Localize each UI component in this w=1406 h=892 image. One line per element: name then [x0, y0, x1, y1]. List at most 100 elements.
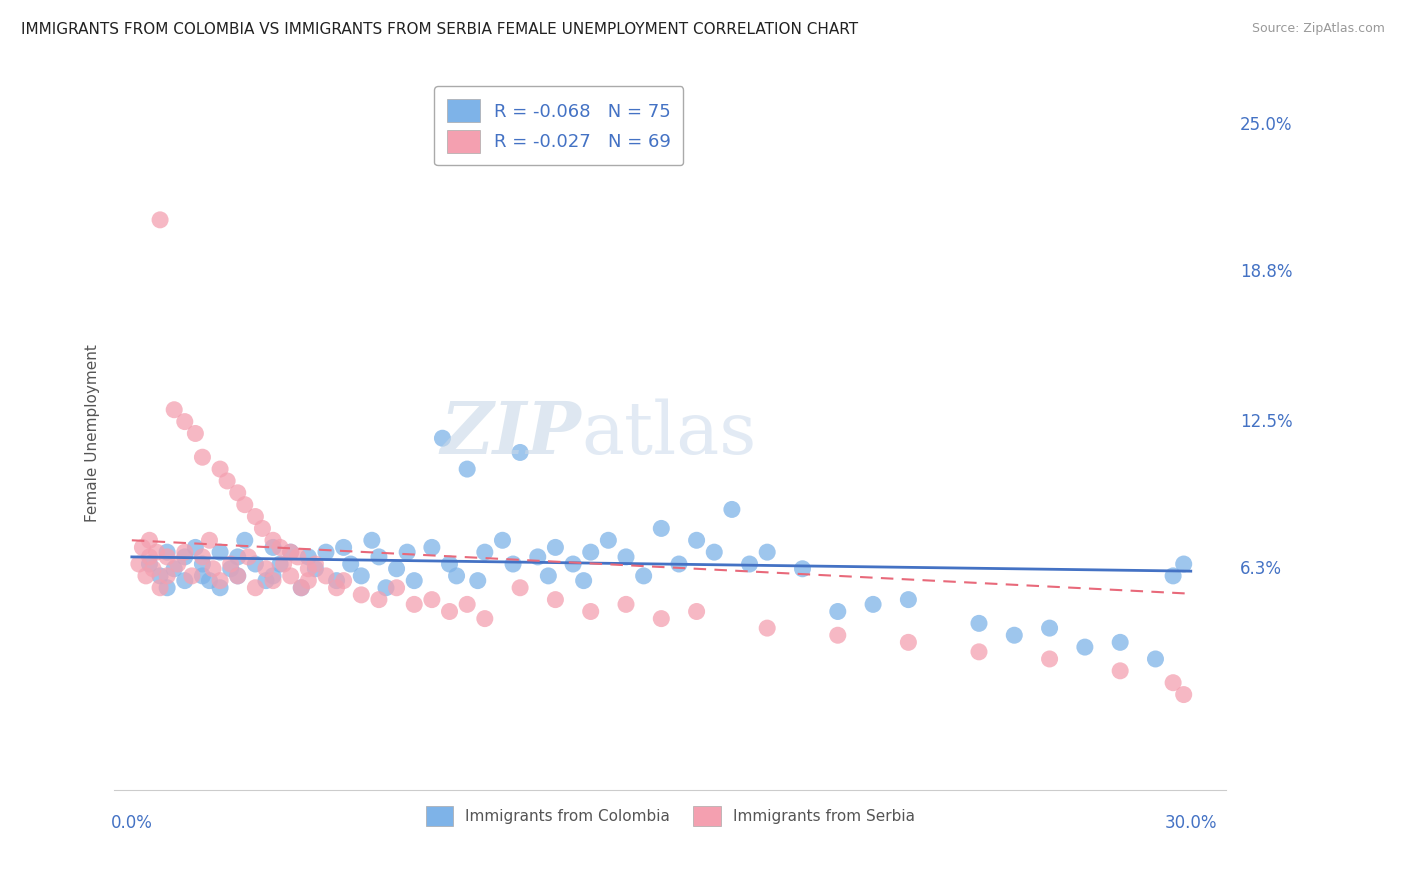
- Point: [375, 581, 398, 595]
- Point: [967, 645, 990, 659]
- Point: [332, 541, 354, 555]
- Point: [156, 549, 179, 564]
- Point: [1161, 675, 1184, 690]
- Point: [273, 557, 295, 571]
- Point: [368, 549, 391, 564]
- Point: [287, 549, 309, 564]
- Point: [304, 557, 326, 571]
- Point: [145, 545, 167, 559]
- Point: [245, 509, 267, 524]
- Point: [325, 574, 347, 588]
- Point: [446, 569, 468, 583]
- Point: [332, 574, 354, 588]
- Point: [226, 569, 249, 583]
- Point: [233, 533, 256, 548]
- Point: [226, 549, 249, 564]
- Point: [131, 541, 153, 555]
- Point: [269, 557, 291, 571]
- Point: [1109, 664, 1132, 678]
- Point: [297, 562, 319, 576]
- Point: [579, 605, 602, 619]
- Point: [184, 426, 207, 441]
- Point: [233, 498, 256, 512]
- Point: [262, 533, 284, 548]
- Point: [1074, 640, 1097, 654]
- Point: [226, 485, 249, 500]
- Point: [191, 557, 214, 571]
- Text: 0.0%: 0.0%: [111, 814, 153, 832]
- Point: [315, 569, 337, 583]
- Point: [404, 598, 426, 612]
- Point: [897, 635, 920, 649]
- Y-axis label: Female Unemployment: Female Unemployment: [86, 344, 100, 523]
- Point: [579, 545, 602, 559]
- Point: [385, 562, 408, 576]
- Point: [572, 574, 595, 588]
- Point: [1109, 635, 1132, 649]
- Point: [226, 569, 249, 583]
- Point: [1002, 628, 1025, 642]
- Point: [827, 628, 849, 642]
- Point: [509, 581, 531, 595]
- Point: [350, 569, 373, 583]
- Point: [420, 592, 443, 607]
- Point: [156, 569, 179, 583]
- Point: [432, 431, 454, 445]
- Point: [138, 533, 160, 548]
- Point: [467, 574, 489, 588]
- Point: [360, 533, 382, 548]
- Point: [138, 557, 160, 571]
- Point: [280, 545, 302, 559]
- Point: [128, 557, 150, 571]
- Point: [738, 557, 761, 571]
- Point: [1173, 688, 1195, 702]
- Point: [1161, 569, 1184, 583]
- Point: [290, 581, 312, 595]
- Point: [685, 533, 707, 548]
- Point: [297, 574, 319, 588]
- Point: [219, 557, 242, 571]
- Point: [304, 562, 326, 576]
- Point: [509, 445, 531, 459]
- Point: [184, 541, 207, 555]
- Point: [526, 549, 548, 564]
- Point: [650, 612, 672, 626]
- Text: 30.0%: 30.0%: [1164, 814, 1218, 832]
- Point: [209, 581, 232, 595]
- Point: [254, 562, 277, 576]
- Point: [502, 557, 524, 571]
- Point: [166, 557, 188, 571]
- Point: [262, 569, 284, 583]
- Point: [537, 569, 560, 583]
- Point: [269, 541, 291, 555]
- Text: 25.0%: 25.0%: [1240, 116, 1292, 134]
- Point: [173, 415, 195, 429]
- Point: [142, 562, 165, 576]
- Point: [138, 549, 160, 564]
- Point: [180, 569, 202, 583]
- Point: [339, 557, 361, 571]
- Point: [290, 581, 312, 595]
- Point: [245, 557, 267, 571]
- Point: [297, 549, 319, 564]
- Point: [456, 462, 478, 476]
- Point: [1173, 557, 1195, 571]
- Point: [149, 581, 172, 595]
- Point: [209, 462, 232, 476]
- Point: [544, 541, 567, 555]
- Point: [756, 621, 779, 635]
- Point: [163, 562, 186, 576]
- Point: [668, 557, 690, 571]
- Text: 12.5%: 12.5%: [1240, 413, 1292, 431]
- Point: [439, 557, 461, 571]
- Point: [219, 562, 242, 576]
- Point: [404, 574, 426, 588]
- Point: [254, 574, 277, 588]
- Point: [396, 545, 419, 559]
- Point: [262, 574, 284, 588]
- Text: 18.8%: 18.8%: [1240, 263, 1292, 281]
- Point: [217, 474, 239, 488]
- Point: [614, 549, 637, 564]
- Point: [350, 588, 373, 602]
- Point: [897, 592, 920, 607]
